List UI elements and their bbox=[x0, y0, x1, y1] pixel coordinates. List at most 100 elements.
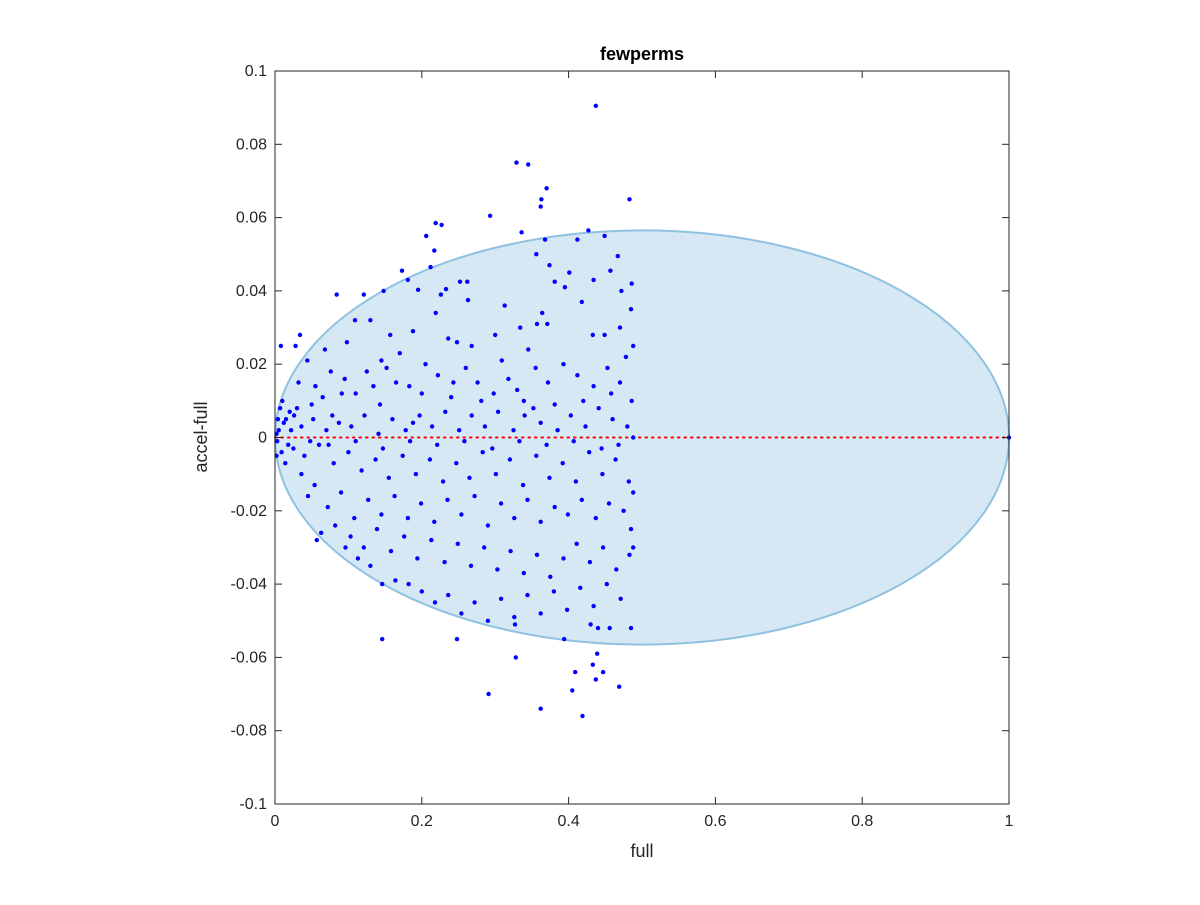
data-point bbox=[514, 160, 519, 165]
data-point bbox=[402, 534, 407, 539]
data-point bbox=[574, 541, 579, 546]
data-point bbox=[362, 413, 367, 418]
data-point bbox=[562, 285, 568, 290]
data-point bbox=[451, 380, 456, 385]
data-point bbox=[280, 398, 285, 404]
x-axis-label: full bbox=[630, 841, 653, 861]
data-point bbox=[567, 270, 572, 275]
data-point bbox=[352, 318, 358, 323]
data-point bbox=[291, 446, 296, 451]
data-point bbox=[539, 197, 544, 202]
data-point bbox=[580, 713, 585, 719]
data-point bbox=[534, 252, 539, 257]
data-point bbox=[410, 329, 416, 334]
data-point bbox=[465, 279, 470, 284]
data-point bbox=[457, 279, 463, 284]
data-point bbox=[381, 288, 386, 294]
data-point bbox=[502, 303, 507, 308]
data-point bbox=[544, 186, 549, 191]
data-point bbox=[591, 384, 596, 389]
data-point bbox=[561, 362, 566, 367]
data-point bbox=[526, 162, 531, 167]
data-point bbox=[512, 622, 518, 627]
data-point bbox=[538, 519, 543, 524]
data-point bbox=[415, 556, 420, 561]
data-point bbox=[525, 497, 530, 502]
y-tick-label: 0.04 bbox=[236, 283, 267, 300]
data-point bbox=[571, 439, 576, 444]
data-point bbox=[328, 369, 333, 374]
data-point bbox=[324, 428, 329, 433]
data-point bbox=[595, 651, 600, 656]
data-point bbox=[313, 384, 318, 389]
data-point bbox=[336, 420, 342, 425]
data-point bbox=[619, 288, 624, 294]
data-point bbox=[560, 461, 565, 466]
y-tick-label: 0.06 bbox=[236, 210, 267, 227]
data-point bbox=[435, 373, 441, 378]
data-point bbox=[288, 428, 294, 433]
data-point bbox=[608, 268, 613, 273]
data-point bbox=[405, 515, 411, 521]
data-point bbox=[275, 417, 281, 422]
data-point bbox=[415, 287, 421, 292]
data-point bbox=[548, 574, 553, 579]
data-point bbox=[405, 277, 411, 283]
data-point bbox=[457, 428, 462, 433]
data-point bbox=[485, 618, 491, 623]
x-ticks: 0 0.2 0.4 0.6 0.8 1 bbox=[271, 71, 1014, 830]
data-point bbox=[344, 340, 350, 345]
data-point bbox=[364, 369, 369, 374]
data-point bbox=[388, 332, 393, 338]
data-point bbox=[508, 548, 513, 554]
data-point bbox=[533, 365, 538, 371]
data-point bbox=[472, 493, 477, 499]
data-point bbox=[330, 413, 335, 418]
data-point bbox=[403, 428, 408, 433]
data-point bbox=[493, 332, 498, 338]
data-point bbox=[439, 222, 444, 228]
data-point bbox=[614, 567, 619, 572]
y-axis-label: accel-full bbox=[191, 401, 211, 472]
data-point bbox=[424, 233, 429, 239]
data-point bbox=[299, 424, 304, 429]
data-point bbox=[575, 373, 580, 378]
data-point bbox=[407, 384, 412, 389]
data-point bbox=[482, 545, 487, 550]
data-point bbox=[590, 662, 595, 667]
data-point bbox=[418, 501, 424, 506]
data-point bbox=[579, 299, 584, 305]
data-point bbox=[410, 420, 416, 425]
data-point bbox=[617, 684, 622, 689]
data-point bbox=[433, 220, 438, 226]
data-point bbox=[314, 537, 319, 543]
data-point bbox=[522, 413, 527, 418]
y-tick-label: -0.1 bbox=[239, 796, 267, 813]
data-point bbox=[454, 636, 460, 642]
data-point bbox=[525, 592, 530, 598]
data-point bbox=[583, 424, 588, 429]
data-point bbox=[588, 622, 593, 627]
data-point bbox=[440, 479, 446, 484]
data-point bbox=[384, 365, 389, 371]
data-point bbox=[459, 611, 464, 616]
data-point bbox=[600, 669, 606, 675]
data-point bbox=[581, 398, 586, 404]
data-point bbox=[278, 343, 284, 349]
data-point bbox=[605, 365, 610, 371]
data-point bbox=[376, 431, 381, 436]
data-point bbox=[417, 413, 422, 418]
data-point bbox=[482, 424, 488, 429]
data-point bbox=[596, 406, 601, 411]
data-point bbox=[305, 358, 310, 363]
data-point bbox=[568, 413, 573, 418]
data-point bbox=[479, 398, 484, 404]
data-point bbox=[322, 347, 328, 352]
y-tick-label: -0.02 bbox=[231, 503, 268, 520]
data-point bbox=[462, 439, 467, 444]
data-point bbox=[419, 391, 424, 396]
data-point bbox=[627, 552, 632, 557]
data-point bbox=[547, 263, 552, 268]
data-point bbox=[517, 439, 522, 444]
data-point bbox=[386, 475, 391, 480]
